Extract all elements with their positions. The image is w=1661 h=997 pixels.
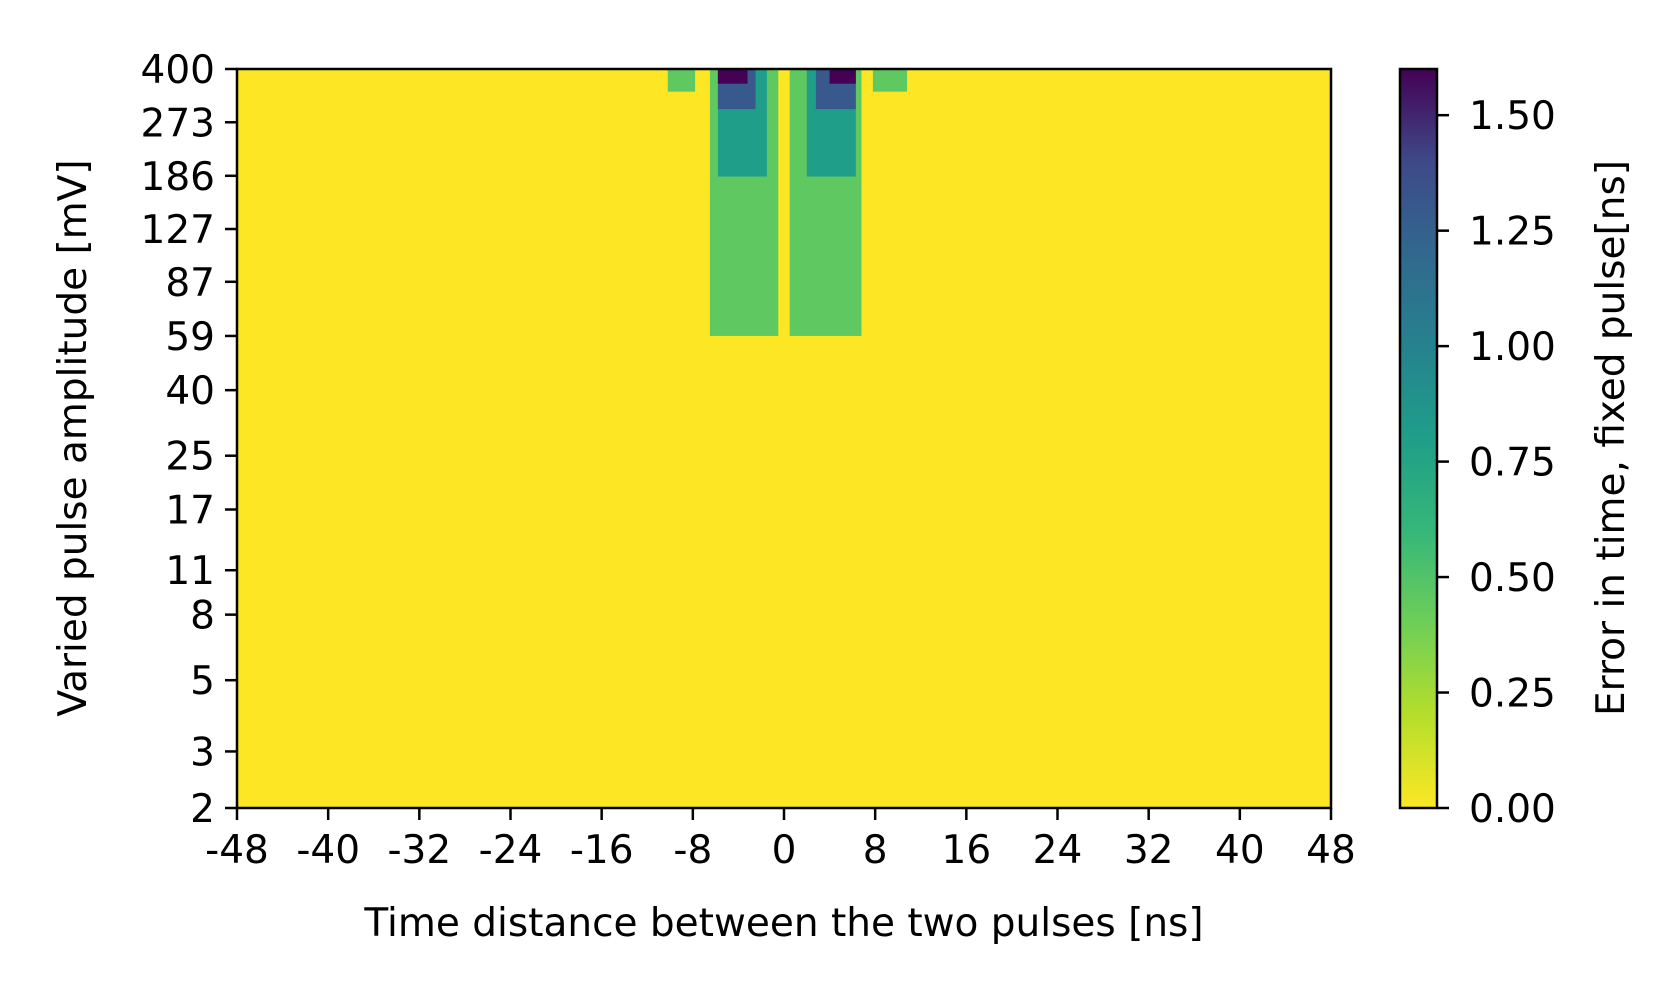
x-axis-ticks: -48 -40 -32 -24 -16 -8 0 8 16 24 32 40 48: [205, 808, 1356, 873]
x-tick-label: 0: [772, 828, 797, 873]
colorbar-tick-label: 1.25: [1469, 210, 1556, 255]
x-axis-label: Time distance between the two pulses [ns…: [363, 901, 1203, 946]
x-tick-label: 40: [1215, 828, 1265, 873]
x-tick-label: 8: [863, 828, 888, 873]
heatmap-cell: [667, 69, 696, 92]
x-tick-label: 24: [1033, 828, 1083, 873]
y-axis-ticks: 2 3 5 811 17 25 40 59 87 127 186 273 400: [141, 48, 237, 832]
y-tick-label: 87: [165, 261, 215, 306]
y-tick-label: 17: [165, 489, 215, 534]
heatmap-background: [237, 69, 1331, 808]
y-tick-label: 186: [141, 155, 215, 200]
colorbar-ticks: 0.00 0.25 0.50 0.75 1.00 1.25 1.50: [1437, 94, 1556, 832]
y-tick-label: 59: [165, 315, 215, 360]
y-axis-label: Varied pulse amplitude [mV]: [51, 159, 96, 716]
colorbar-tick-label: 0.50: [1469, 556, 1556, 601]
y-tick-label: 11: [165, 549, 215, 594]
colorbar-tick-label: 1.00: [1469, 325, 1556, 370]
y-tick-label: 400: [141, 48, 215, 93]
x-tick-label: -16: [570, 828, 634, 873]
x-tick-label: -48: [205, 828, 269, 873]
heatmap-cell: [717, 69, 748, 84]
colorbar-label: Error in time, fixed pulse[ns]: [1589, 160, 1634, 716]
x-tick-label: 16: [942, 828, 992, 873]
y-tick-label: 273: [141, 101, 215, 146]
x-tick-label: -24: [479, 828, 543, 873]
x-tick-label: -32: [387, 828, 451, 873]
colorbar: 0.00 0.25 0.50 0.75 1.00 1.25 1.50: [1398, 67, 1556, 832]
x-tick-label: 48: [1306, 828, 1356, 873]
y-tick-label: 127: [141, 208, 215, 253]
y-tick-label: 8: [190, 594, 215, 639]
y-tick-label: 40: [165, 369, 215, 414]
colorbar-tick-label: 0.75: [1469, 441, 1556, 486]
y-tick-label: 5: [190, 659, 215, 704]
y-tick-label: 3: [190, 730, 215, 775]
colorbar-tick-label: 0.00: [1469, 787, 1556, 832]
colorbar-gradient: [1398, 67, 1439, 810]
heatmap-plot-area: [235, 67, 1333, 810]
heatmap-cell: [872, 69, 908, 92]
y-tick-label: 25: [165, 435, 215, 480]
colorbar-tick-label: 1.50: [1469, 94, 1556, 139]
x-tick-label: -40: [296, 828, 360, 873]
x-tick-label: -8: [673, 828, 712, 873]
heatmap-cell: [829, 69, 856, 84]
colorbar-tick-label: 0.25: [1469, 672, 1556, 717]
x-tick-label: 32: [1124, 828, 1174, 873]
y-tick-label: 2: [190, 787, 215, 832]
